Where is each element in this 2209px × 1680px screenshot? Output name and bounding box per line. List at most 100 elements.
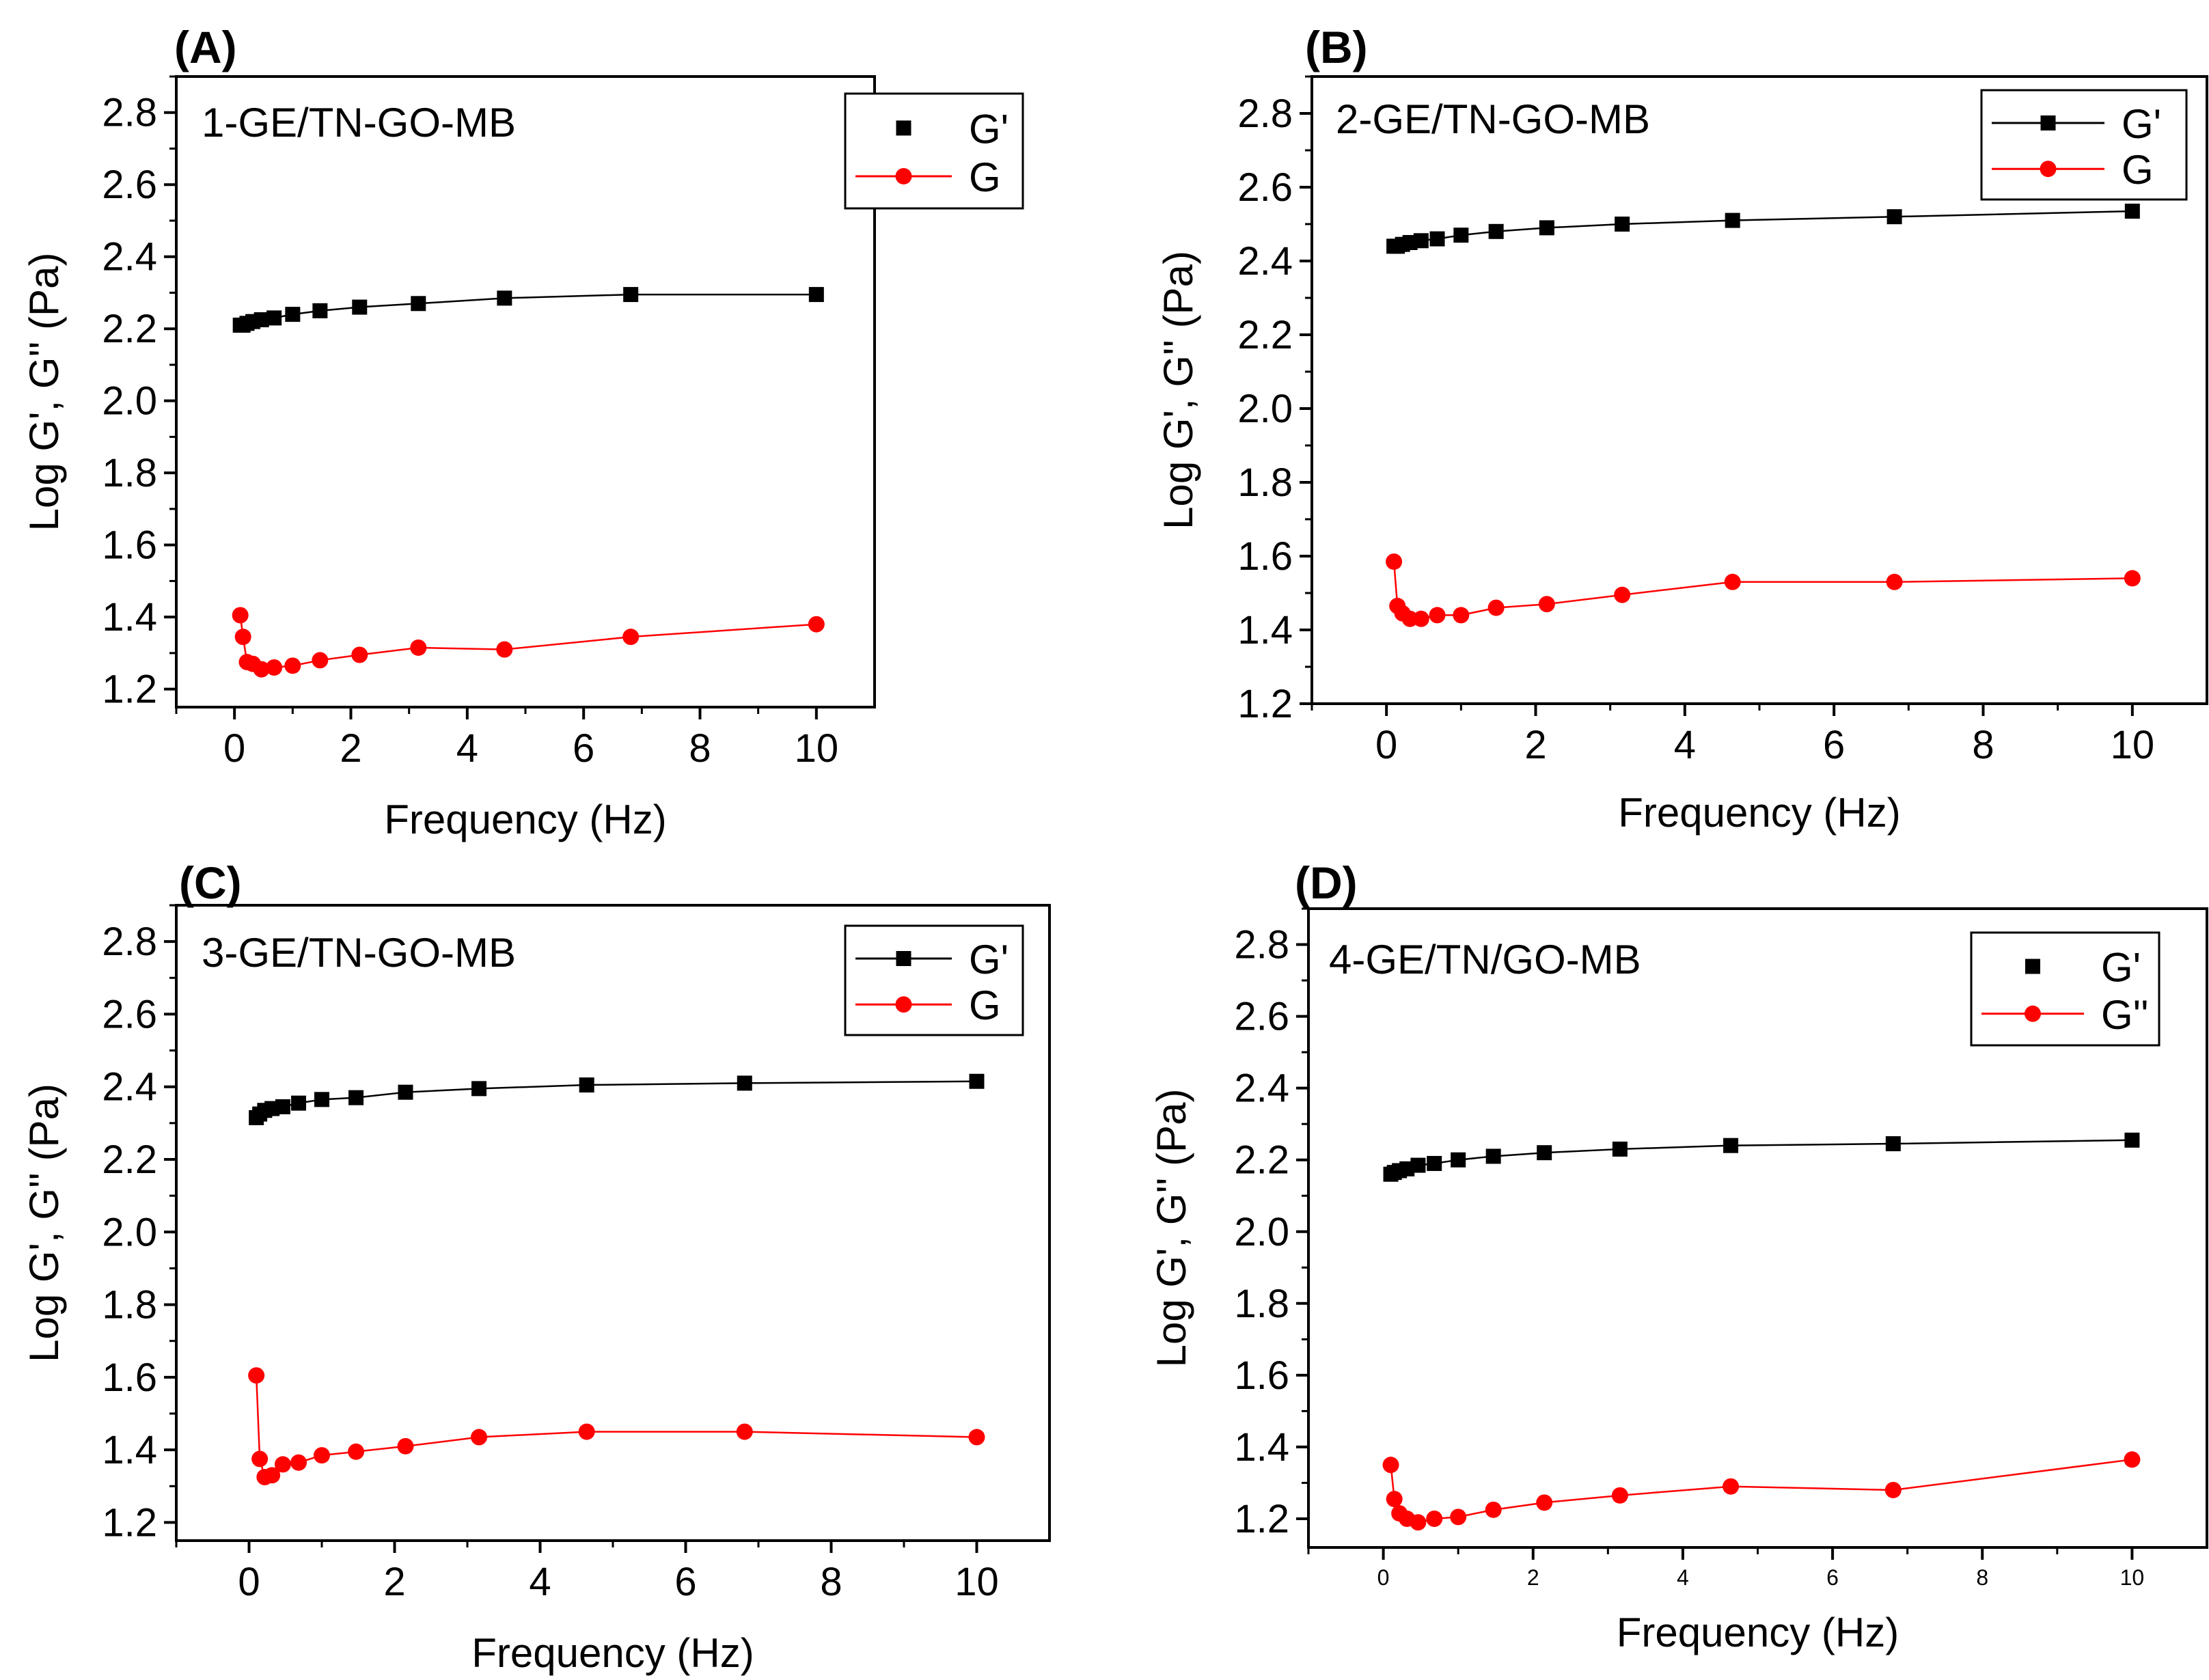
y-tick-label: 1.4: [1234, 1425, 1289, 1470]
y-axis: 1.2 1.4 1.6 1.8 2.0 2.2 2.4 2.6 2.8: [102, 904, 176, 1545]
x-tick-label: 6: [1823, 723, 1845, 767]
data-point-square: [1725, 212, 1740, 228]
data-point-circle: [1886, 573, 1903, 590]
data-point-circle: [253, 661, 270, 678]
panel-letter: (D): [1295, 857, 1358, 908]
y-tick-label: 1.6: [1234, 1353, 1289, 1398]
x-tick-label: 2: [383, 1560, 405, 1604]
data-point-square: [1488, 223, 1504, 239]
y-tick-label: 1.6: [1237, 534, 1293, 579]
data-point-circle: [496, 641, 513, 658]
y-tick-label: 2.6: [1237, 165, 1293, 210]
data-point-circle: [1386, 1491, 1403, 1508]
legend-label: G': [969, 937, 1009, 982]
data-point-square: [471, 1081, 487, 1097]
data-point-square: [737, 1075, 752, 1091]
panel-letter: (C): [179, 857, 242, 908]
legend-marker-square: [2025, 959, 2040, 974]
y-axis-title: Log G', G'' (Pa): [1149, 1089, 1194, 1368]
y-tick-label: 1.2: [1234, 1497, 1289, 1541]
data-point-square: [314, 1092, 329, 1107]
series-g-prime: [1383, 1132, 2140, 1182]
series-g-prime: [232, 287, 824, 333]
y-tick-label: 1.8: [1237, 460, 1293, 505]
data-point-square: [623, 287, 639, 303]
series-g-double-prime: [248, 1367, 985, 1485]
data-point-square: [1885, 1136, 1901, 1152]
legend: G'G: [844, 92, 1024, 210]
series-g-prime: [249, 1073, 985, 1125]
chart-panel-4: (D) 4-GE/TN/GO-MB 0 2 4 6 8 10 1.2 1.4 1.6 1.8 2.0 2.…: [1149, 857, 2208, 1655]
data-point-circle: [232, 607, 249, 624]
data-point-circle: [1538, 596, 1555, 613]
x-axis-title: Frequency (Hz): [1617, 1610, 1899, 1655]
y-tick-label: 2.8: [1237, 92, 1293, 136]
legend-label: G'': [2101, 992, 2149, 1038]
data-point-square: [411, 296, 426, 312]
y-tick-label: 1.8: [102, 1283, 157, 1327]
data-point-circle: [1382, 1457, 1399, 1474]
y-tick-label: 2.0: [102, 379, 157, 424]
x-tick-label: 2: [1524, 723, 1546, 767]
x-tick-label: 8: [689, 726, 711, 771]
y-tick-label: 2.6: [102, 163, 157, 207]
data-point-square: [253, 312, 269, 328]
data-point-square: [808, 287, 824, 303]
data-point-circle: [397, 1437, 414, 1455]
legend-marker-square: [896, 120, 911, 136]
data-point-square: [497, 290, 512, 306]
data-point-square: [291, 1095, 307, 1111]
x-tick-label: 6: [1826, 1565, 1839, 1590]
x-tick-label: 4: [1677, 1565, 1689, 1590]
data-point-square: [1886, 209, 1902, 225]
chart-panel-3: (C) 3-GE/TN-GO-MB 0 2 4 6 8 10 1.2 1.4 1.6 1.8 2.0 2.…: [21, 857, 1051, 1676]
data-point-circle: [2124, 1451, 2141, 1468]
sample-label: 4-GE/TN/GO-MB: [1329, 937, 1641, 982]
y-tick-label: 1.6: [102, 523, 157, 568]
legend-label: G: [2122, 147, 2154, 193]
data-point-circle: [1611, 1487, 1628, 1504]
x-tick-label: 8: [1972, 723, 1994, 767]
y-tick-label: 2.2: [1234, 1138, 1289, 1183]
legend: G'G: [844, 924, 1024, 1036]
data-point-circle: [234, 629, 251, 646]
legend-label: G: [969, 982, 1001, 1028]
chart-panel-1: (A) 1-GE/TN-GO-MB 0 2 4 6 8 10 1.2 1.4 1.6 1.8 2.0 2.…: [21, 22, 1024, 842]
y-tick-label: 2.4: [1234, 1066, 1289, 1111]
data-point-circle: [1724, 573, 1741, 590]
x-axis: 0 2 4 6 8 10: [1311, 704, 2154, 767]
sample-label: 3-GE/TN-GO-MB: [202, 930, 516, 976]
data-point-circle: [1485, 1501, 1502, 1518]
data-point-circle: [2124, 570, 2141, 587]
y-tick-label: 2.8: [102, 91, 157, 135]
data-point-circle: [1426, 1510, 1443, 1527]
legend-marker-circle: [895, 996, 912, 1013]
y-tick-label: 1.2: [102, 1500, 157, 1545]
x-tick-label: 6: [573, 726, 594, 771]
data-point-square: [1612, 1141, 1628, 1157]
data-point-square: [1427, 1155, 1442, 1171]
y-tick-label: 2.6: [102, 992, 157, 1036]
y-axis-title: Log G', G'' (Pa): [21, 253, 67, 532]
legend: G'G: [1980, 89, 2188, 201]
x-tick-label: 2: [340, 726, 361, 771]
data-point-circle: [251, 1450, 269, 1468]
data-point-square: [1539, 220, 1554, 236]
y-tick-label: 2.6: [1234, 995, 1289, 1039]
legend-box: [1970, 931, 2160, 1047]
data-point-square: [1537, 1145, 1552, 1161]
data-point-square: [398, 1084, 413, 1100]
x-tick-label: 0: [223, 726, 245, 771]
data-point-circle: [1450, 1509, 1467, 1526]
x-axis: 0 2 4 6 8 10: [175, 707, 838, 771]
x-axis: 0 2 4 6 8 10: [1307, 1547, 2144, 1590]
data-point-circle: [578, 1423, 595, 1440]
x-axis-title: Frequency (Hz): [384, 797, 666, 842]
x-tick-label: 4: [529, 1560, 551, 1604]
data-point-square: [1410, 1157, 1426, 1173]
x-tick-label: 2: [1527, 1565, 1539, 1590]
data-point-square: [348, 1090, 364, 1105]
legend-label: G: [969, 154, 1001, 200]
data-point-circle: [266, 659, 283, 676]
chart-panel-2: (B) 2-GE/TN-GO-MB 0 2 4 6 8 10 1.2 1.4 1.6 1.8 2.0 2.…: [1155, 22, 2208, 836]
